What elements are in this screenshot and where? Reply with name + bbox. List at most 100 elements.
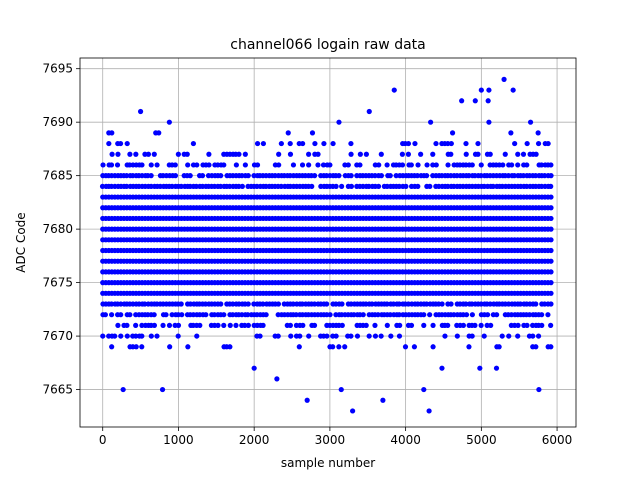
data-point — [484, 322, 490, 328]
data-point — [430, 344, 436, 350]
data-point — [120, 386, 126, 393]
data-point — [448, 301, 454, 307]
data-point — [348, 333, 354, 339]
data-point — [530, 333, 536, 339]
data-point — [405, 140, 412, 147]
data-point — [372, 333, 379, 339]
data-point — [499, 333, 505, 339]
data-point — [486, 87, 492, 93]
data-point — [366, 108, 372, 115]
x-tick-label: 2000 — [239, 433, 270, 447]
data-point — [309, 183, 315, 189]
data-point — [454, 333, 460, 339]
data-point — [466, 344, 472, 350]
data-point — [391, 87, 397, 93]
data-point — [448, 151, 454, 157]
data-point — [478, 162, 484, 168]
data-point — [133, 344, 139, 350]
data-point — [199, 173, 206, 179]
data-point — [463, 301, 469, 307]
data-point — [260, 301, 266, 307]
data-point — [148, 162, 154, 168]
data-point — [127, 151, 133, 157]
data-point — [433, 162, 439, 168]
data-point — [485, 98, 491, 104]
data-point — [524, 162, 530, 168]
data-point — [515, 162, 521, 168]
data-point — [384, 301, 390, 307]
data-point — [185, 344, 191, 350]
data-point — [109, 151, 115, 157]
data-point — [263, 312, 269, 318]
data-point — [548, 322, 554, 328]
data-point — [133, 333, 139, 339]
data-point — [463, 151, 469, 157]
data-point — [242, 151, 248, 157]
data-point — [339, 301, 345, 307]
data-point — [109, 130, 115, 136]
axis-ticks: 0 1000 2000 3000 4000 5000 6000 7665 7670 7675 768… — [42, 62, 572, 447]
data-point — [133, 151, 139, 157]
y-tick-label: 7680 — [42, 222, 73, 236]
data-point — [399, 162, 406, 168]
data-point — [336, 173, 342, 179]
data-point — [384, 162, 390, 168]
data-point — [393, 173, 399, 179]
data-point — [360, 312, 366, 318]
data-point — [315, 162, 321, 168]
data-point — [384, 322, 390, 328]
y-tick-label: 7665 — [42, 383, 73, 397]
data-point — [187, 173, 193, 179]
data-point — [548, 344, 554, 350]
data-point — [185, 162, 191, 168]
data-point — [336, 119, 342, 125]
data-point — [548, 258, 554, 264]
data-point — [108, 162, 115, 168]
data-point — [102, 312, 108, 318]
data-point — [508, 130, 514, 136]
data-point — [535, 130, 541, 136]
data-point — [477, 365, 483, 371]
data-point — [275, 301, 282, 307]
x-tick-label: 4000 — [390, 433, 421, 447]
data-point — [396, 183, 402, 189]
data-point — [459, 98, 465, 104]
data-point — [166, 322, 173, 328]
data-point — [304, 397, 310, 403]
chart-title: channel066 logain raw data — [230, 37, 425, 53]
data-point — [276, 151, 282, 157]
data-point — [115, 322, 121, 328]
data-point — [442, 333, 448, 339]
data-point — [287, 140, 293, 147]
y-tick-label: 7690 — [42, 115, 73, 129]
data-point — [402, 344, 409, 350]
data-point — [221, 322, 227, 328]
data-point — [378, 333, 384, 339]
data-point — [342, 344, 348, 350]
data-point — [475, 140, 481, 147]
data-point — [548, 237, 554, 243]
data-point — [154, 162, 160, 168]
data-point — [348, 173, 354, 179]
y-tick-label: 7695 — [42, 62, 73, 76]
data-point — [515, 333, 521, 339]
data-point — [520, 151, 527, 157]
data-point — [426, 408, 432, 414]
data-point — [245, 173, 251, 179]
data-point — [221, 162, 227, 168]
data-point — [124, 333, 130, 339]
data-point — [278, 140, 284, 147]
data-point — [428, 119, 434, 125]
data-point — [488, 322, 494, 328]
data-point — [124, 322, 130, 328]
data-point — [366, 333, 372, 339]
data-point — [300, 140, 306, 147]
data-point — [439, 365, 445, 371]
data-point — [218, 173, 224, 179]
data-point — [127, 312, 133, 318]
data-point — [427, 183, 433, 189]
data-point — [290, 162, 297, 168]
data-point — [117, 140, 124, 147]
data-point — [363, 322, 369, 328]
data-point — [415, 162, 421, 168]
